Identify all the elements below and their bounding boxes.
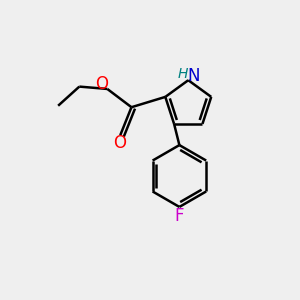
Text: N: N	[187, 67, 200, 85]
Text: O: O	[113, 134, 126, 152]
Text: H: H	[178, 67, 188, 81]
Text: F: F	[175, 207, 184, 225]
Text: O: O	[95, 75, 109, 93]
